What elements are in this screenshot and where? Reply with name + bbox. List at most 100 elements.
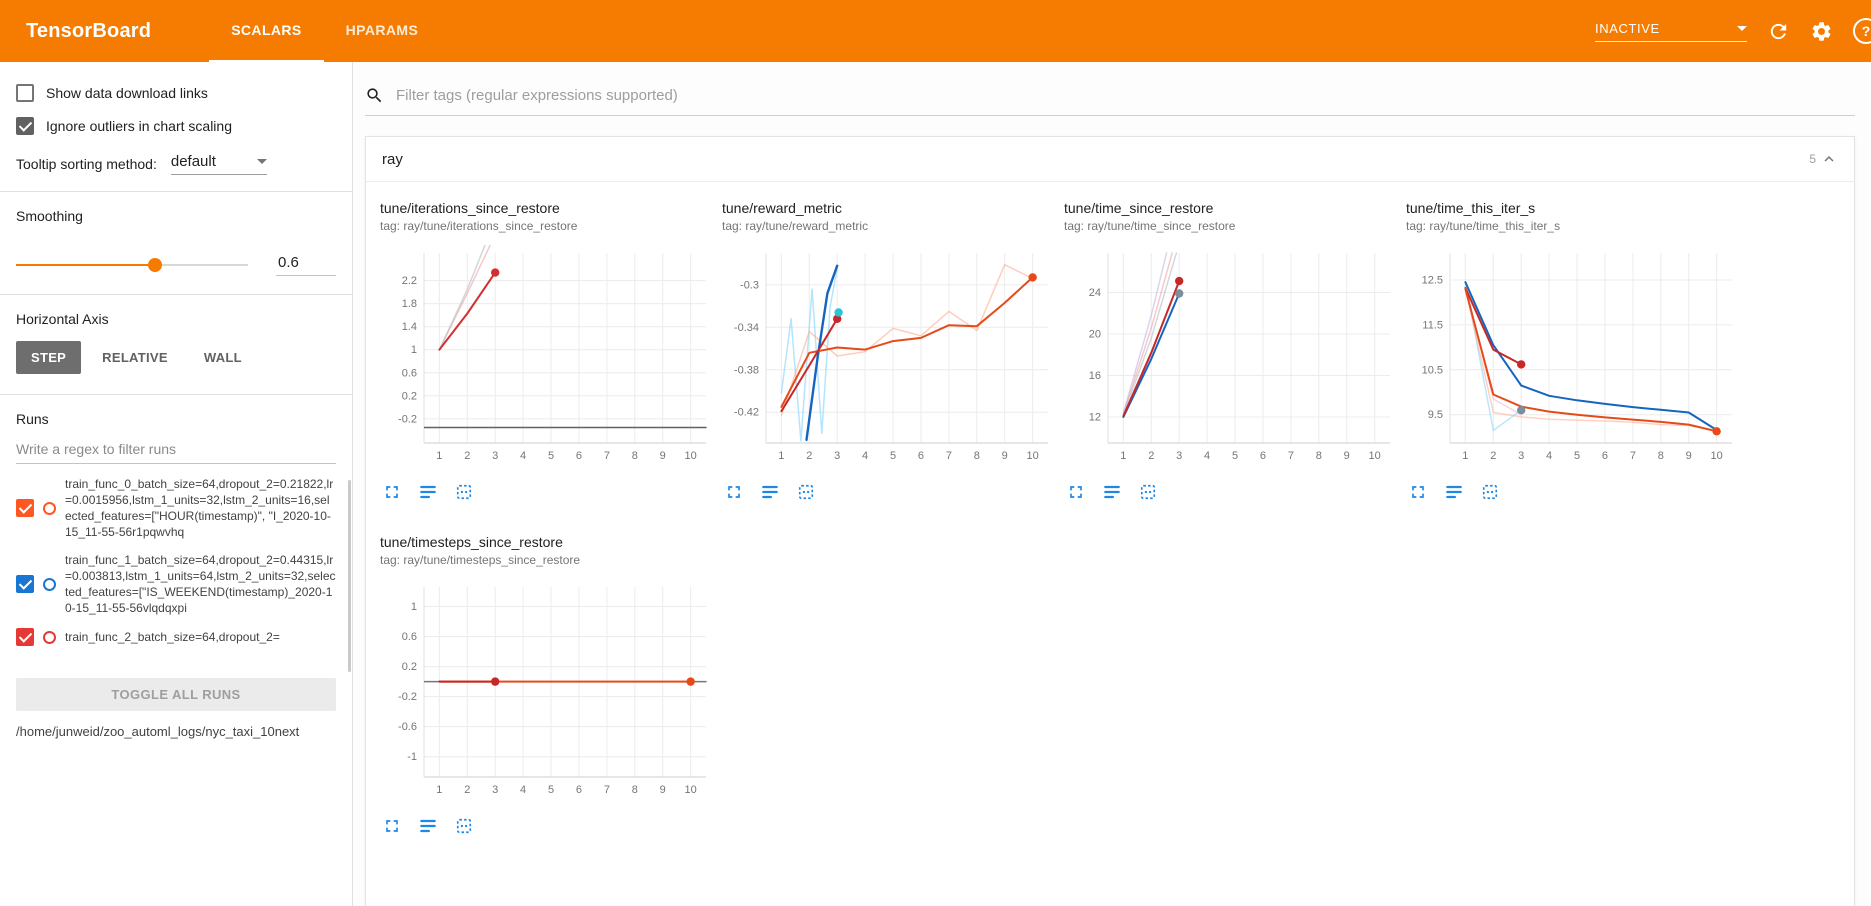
pin-button[interactable] (454, 816, 474, 836)
tag-group-title: ray (382, 150, 403, 168)
flip-axis-button[interactable] (418, 482, 438, 502)
flip-axis-button[interactable] (1102, 482, 1122, 502)
show-download-links-option[interactable]: Show data download links (16, 84, 336, 102)
chart-tag: tag: ray/tune/time_this_iter_s (1406, 219, 1561, 233)
log-directory: /home/junweid/zoo_automl_logs/nyc_taxi_1… (16, 724, 300, 739)
ignore-outliers-option[interactable]: Ignore outliers in chart scaling (16, 117, 336, 135)
svg-text:1: 1 (778, 450, 784, 462)
axis-wall-button[interactable]: WALL (189, 341, 257, 374)
tooltip-sorting-row: Tooltip sorting method: default (16, 153, 336, 175)
scalar-chart-svg[interactable]: 1 2 3 4 5 6 7 8 9 10 -1 -0.6 -0.2 0.2 0.6 1 (380, 579, 712, 803)
svg-text:7: 7 (946, 450, 952, 462)
svg-text:1: 1 (411, 601, 417, 613)
tag-group-count: 5 (1809, 152, 1816, 166)
svg-text:2.2: 2.2 (402, 275, 417, 287)
chart-actions (1406, 482, 1738, 502)
chart-card-reward_metric: tune/reward_metric tag: ray/tune/reward_m… (722, 200, 1054, 502)
fullscreen-button[interactable] (382, 482, 402, 502)
chart-actions (722, 482, 1054, 502)
refresh-button[interactable] (1767, 20, 1790, 43)
pin-button[interactable] (796, 482, 816, 502)
chevron-down-icon (256, 159, 267, 164)
chart-title: tune/time_this_iter_s (1406, 200, 1536, 216)
run-row[interactable]: train_func_2_batch_size=64,dropout_2= (16, 628, 336, 646)
svg-text:9: 9 (1002, 450, 1008, 462)
pin-button[interactable] (1480, 482, 1500, 502)
svg-text:0.2: 0.2 (402, 661, 417, 673)
scalar-chart-svg[interactable]: 1 2 3 4 5 6 7 8 9 10 -0.2 0.2 0.6 1 1.4 1.8 2.2 (380, 245, 712, 469)
run-solo-radio[interactable] (43, 501, 56, 515)
pin-icon (1140, 484, 1156, 500)
flip-axis-button[interactable] (418, 816, 438, 836)
chart-actions (380, 482, 712, 502)
flip-axis-icon (1446, 485, 1462, 499)
run-label: train_func_0_batch_size=64,dropout_2=0.2… (65, 477, 334, 539)
svg-text:9: 9 (1344, 450, 1350, 462)
flip-axis-button[interactable] (1444, 482, 1464, 502)
chart-tag: tag: ray/tune/reward_metric (722, 219, 869, 233)
svg-text:6: 6 (918, 450, 924, 462)
checkbox-checked-icon[interactable] (16, 117, 34, 135)
horizontal-axis-label: Horizontal Axis (16, 311, 109, 327)
slider-thumb[interactable] (148, 258, 163, 272)
svg-text:10: 10 (685, 784, 697, 796)
svg-text:3: 3 (492, 784, 498, 796)
divider (0, 394, 352, 395)
run-label: train_func_1_batch_size=64,dropout_2=0.4… (65, 553, 336, 615)
svg-text:6: 6 (1260, 450, 1266, 462)
chevron-up-icon[interactable] (1820, 150, 1838, 168)
svg-text:5: 5 (548, 784, 554, 796)
header: TensorBoard SCALARS HPARAMS INACTIVE ? (0, 0, 1871, 62)
flip-axis-button[interactable] (760, 482, 780, 502)
fullscreen-button[interactable] (1066, 482, 1086, 502)
run-solo-radio[interactable] (43, 630, 56, 644)
fullscreen-button[interactable] (382, 816, 402, 836)
help-icon[interactable]: ? (1853, 18, 1871, 44)
main-content: ray 5 tune/iterations_since_restore tag: … (353, 62, 1871, 906)
reload-status-select[interactable]: INACTIVE (1595, 21, 1747, 42)
axis-step-button[interactable]: STEP (16, 341, 82, 374)
svg-text:12: 12 (1089, 412, 1101, 424)
runs-filter-input[interactable] (16, 441, 336, 464)
run-checkbox[interactable] (16, 628, 34, 646)
pin-button[interactable] (454, 482, 474, 502)
tooltip-sorting-select[interactable]: default (170, 153, 267, 175)
run-solo-radio[interactable] (43, 577, 56, 591)
runs-scrollbar[interactable] (348, 480, 351, 672)
chart-card-timesteps_since_restore: tune/timesteps_since_restore tag: ray/tun… (380, 534, 712, 836)
toggle-all-runs-button[interactable]: TOGGLE ALL RUNS (16, 678, 336, 711)
run-row[interactable]: train_func_0_batch_size=64,dropout_2=0.2… (16, 476, 336, 540)
fullscreen-button[interactable] (724, 482, 744, 502)
svg-text:-0.34: -0.34 (734, 322, 759, 334)
tab-scalars[interactable]: SCALARS (209, 0, 324, 62)
tag-group-card: ray 5 tune/iterations_since_restore tag: … (365, 136, 1855, 906)
smoothing-value-input[interactable]: 0.6 (276, 254, 336, 276)
tag-filter-input[interactable] (396, 87, 1855, 104)
axis-relative-button[interactable]: RELATIVE (87, 341, 183, 374)
tab-hparams[interactable]: HPARAMS (345, 22, 419, 38)
scalar-chart-svg[interactable]: 1 2 3 4 5 6 7 8 9 10 -0.42 -0.38 -0.34 -0.3 (722, 245, 1054, 469)
pin-button[interactable] (1138, 482, 1158, 502)
scalar-chart-svg[interactable]: 1 2 3 4 5 6 7 8 9 10 9.5 10.5 11.5 12.5 (1406, 245, 1738, 469)
checkbox-unchecked-icon[interactable] (16, 84, 34, 102)
smoothing-slider[interactable] (16, 258, 248, 272)
svg-text:-0.2: -0.2 (398, 691, 417, 703)
flip-axis-icon (420, 485, 436, 499)
app-title: TensorBoard (26, 19, 152, 42)
svg-text:8: 8 (1316, 450, 1322, 462)
svg-text:2: 2 (1490, 450, 1496, 462)
chart-tag: tag: ray/tune/timesteps_since_restore (380, 553, 581, 567)
flip-axis-icon (1104, 485, 1120, 499)
run-row[interactable]: train_func_1_batch_size=64,dropout_2=0.4… (16, 552, 336, 616)
svg-text:10.5: 10.5 (1422, 364, 1443, 376)
svg-text:2: 2 (1148, 450, 1154, 462)
fullscreen-button[interactable] (1408, 482, 1428, 502)
run-checkbox[interactable] (16, 499, 34, 517)
settings-button[interactable] (1810, 20, 1833, 43)
svg-text:1.4: 1.4 (402, 321, 417, 333)
run-checkbox[interactable] (16, 575, 34, 593)
svg-text:6: 6 (1602, 450, 1608, 462)
tag-group-header[interactable]: ray 5 (366, 137, 1854, 182)
